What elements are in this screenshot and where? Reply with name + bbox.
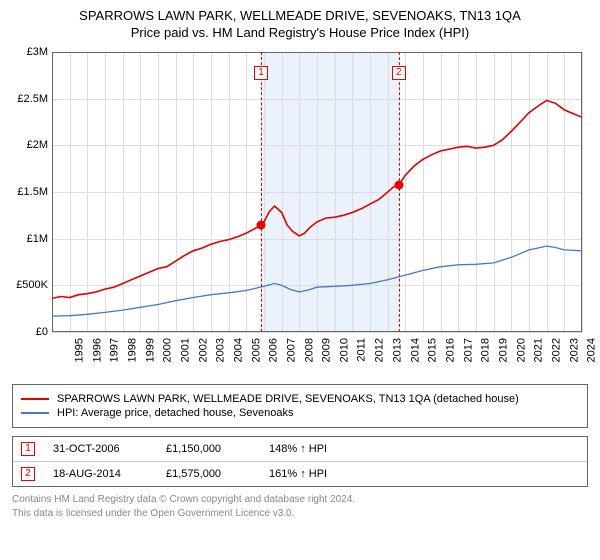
tx-date: 31-OCT-2006 xyxy=(53,443,148,455)
footer-line-1: Contains HM Land Registry data © Crown c… xyxy=(12,493,588,507)
table-row: 2 18-AUG-2014 £1,575,000 161% ↑ HPI xyxy=(13,461,587,486)
marker-dot xyxy=(256,220,265,229)
tx-price: £1,150,000 xyxy=(166,443,251,455)
series-svg xyxy=(12,46,588,376)
series-line xyxy=(52,101,582,299)
legend-label: HPI: Average price, detached house, Seve… xyxy=(57,407,293,419)
marker-label: 2 xyxy=(392,66,406,80)
legend-label: SPARROWS LAWN PARK, WELLMEADE DRIVE, SEV… xyxy=(57,393,519,405)
tx-pct: 148% ↑ HPI xyxy=(269,443,359,455)
marker-line xyxy=(261,52,262,332)
legend-swatch xyxy=(21,398,49,400)
table-row: 1 31-OCT-2006 £1,150,000 148% ↑ HPI xyxy=(13,437,587,461)
marker-dot xyxy=(394,181,403,190)
marker-line xyxy=(399,52,400,332)
chart-container: SPARROWS LAWN PARK, WELLMEADE DRIVE, SEV… xyxy=(0,0,600,530)
tx-marker: 2 xyxy=(21,467,35,481)
legend-swatch xyxy=(21,412,49,414)
title-block: SPARROWS LAWN PARK, WELLMEADE DRIVE, SEV… xyxy=(12,8,588,40)
footer-attribution: Contains HM Land Registry data © Crown c… xyxy=(12,493,588,520)
tx-pct: 161% ↑ HPI xyxy=(269,468,359,480)
chart-area: £0£500K£1M£1.5M£2M£2.5M£3M19951996199719… xyxy=(12,46,588,376)
tx-price: £1,575,000 xyxy=(166,468,251,480)
tx-marker: 1 xyxy=(21,442,35,456)
legend-row: HPI: Average price, detached house, Seve… xyxy=(21,407,579,419)
tx-date: 18-AUG-2014 xyxy=(53,468,148,480)
transactions-table: 1 31-OCT-2006 £1,150,000 148% ↑ HPI 2 18-AUG-… xyxy=(12,436,588,487)
legend: SPARROWS LAWN PARK, WELLMEADE DRIVE, SEV… xyxy=(12,384,588,428)
chart-title: SPARROWS LAWN PARK, WELLMEADE DRIVE, SEV… xyxy=(12,8,588,23)
footer-line-2: This data is licensed under the Open Gov… xyxy=(12,507,588,521)
chart-subtitle: Price paid vs. HM Land Registry's House … xyxy=(12,25,588,40)
series-line xyxy=(52,246,582,316)
marker-label: 1 xyxy=(254,66,268,80)
legend-row: SPARROWS LAWN PARK, WELLMEADE DRIVE, SEV… xyxy=(21,393,579,405)
